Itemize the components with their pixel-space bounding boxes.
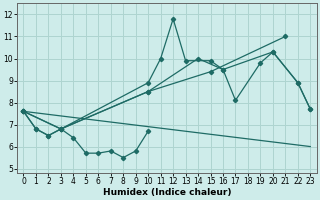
X-axis label: Humidex (Indice chaleur): Humidex (Indice chaleur) (103, 188, 231, 197)
